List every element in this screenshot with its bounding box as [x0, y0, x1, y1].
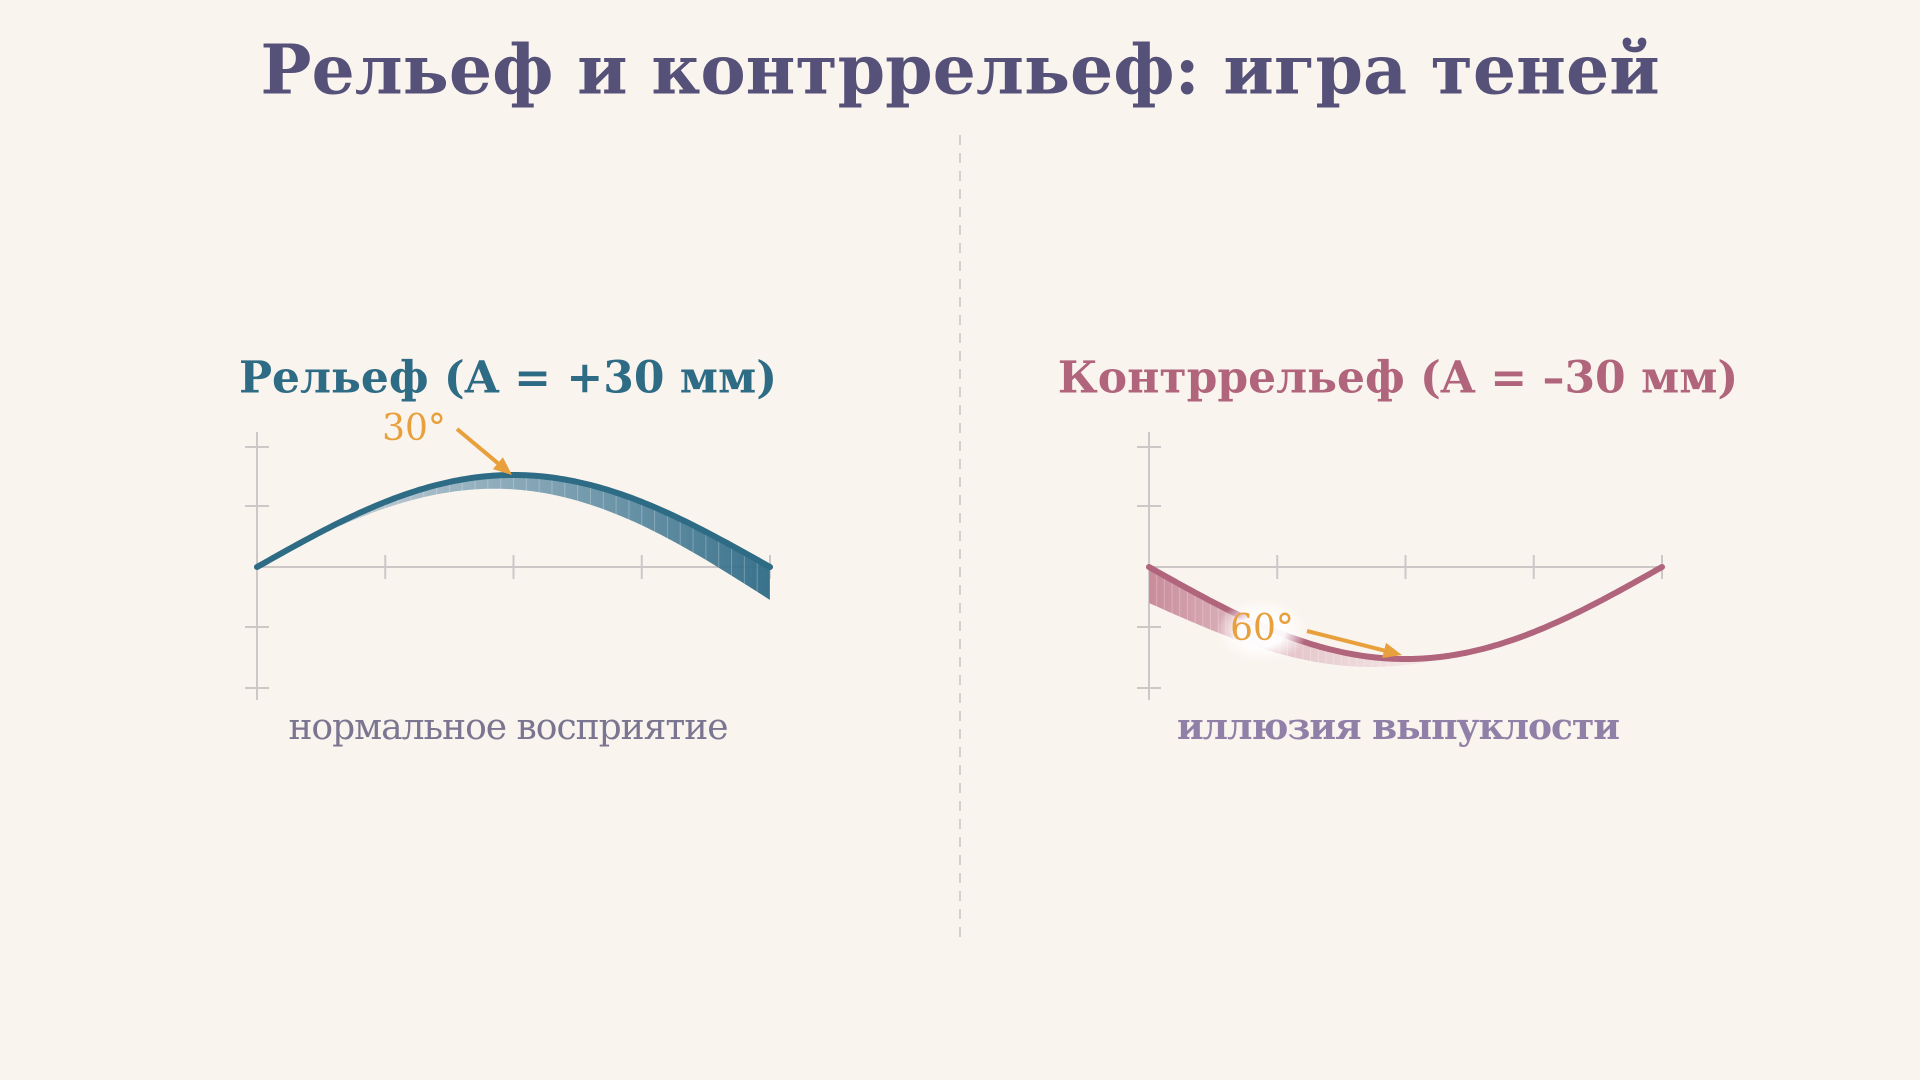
caption: нормальное восприятие	[288, 707, 727, 748]
label-glow	[1216, 599, 1308, 663]
caption: иллюзия выпуклости	[1177, 706, 1619, 748]
relief-curve	[254, 472, 773, 570]
shadow	[257, 475, 770, 600]
panel-title: Рельеф (A = +30 мм)	[239, 353, 777, 404]
angle-label: 60°	[1230, 608, 1294, 649]
light-arrow	[1306, 629, 1391, 654]
arrow-head	[492, 457, 512, 475]
page-title: Рельеф и контррельеф: игра теней	[260, 31, 1659, 111]
arrow-head	[1382, 642, 1402, 659]
shadow	[1149, 567, 1457, 667]
panel-title: Контррельеф (A = –30 мм)	[1058, 353, 1739, 404]
light-arrow	[455, 427, 505, 469]
angle-label: 30°	[382, 408, 446, 449]
